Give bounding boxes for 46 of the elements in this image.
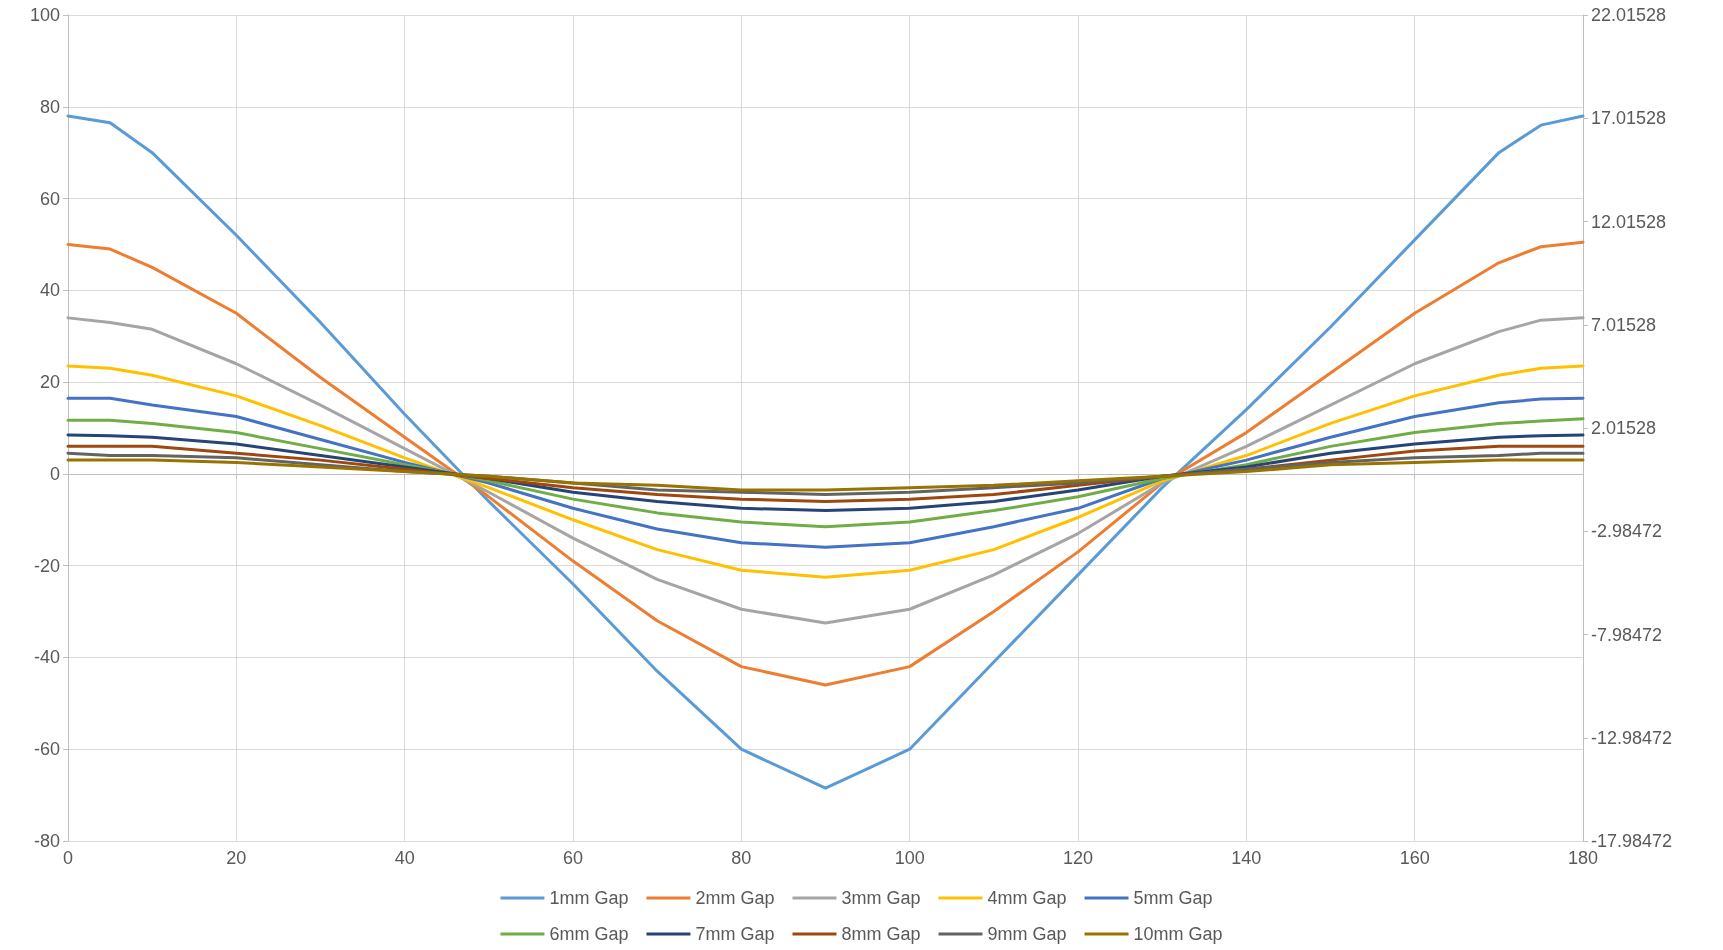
x-tick-label: 140	[1231, 848, 1262, 868]
legend-label: 8mm Gap	[841, 924, 921, 944]
y-tick-label: -20	[33, 555, 60, 576]
y2-tick-label: -7.98472	[1591, 624, 1663, 645]
y-tick-label: -80	[33, 831, 60, 851]
y-tick-label: 20	[39, 372, 60, 393]
line-series	[66, 316, 1585, 625]
legend-label: 7mm Gap	[695, 924, 775, 944]
y-tick-label: -40	[33, 647, 60, 668]
legend-label: 1mm Gap	[549, 888, 629, 908]
x-tick-label: 60	[562, 848, 584, 868]
y-tick-label: 60	[39, 188, 60, 209]
y2-tick-label: 12.01528	[1591, 211, 1667, 232]
x-tick-label: 120	[1062, 848, 1094, 868]
line-series	[66, 364, 1585, 579]
line-series	[66, 114, 1585, 790]
x-tick-label: 20	[226, 848, 247, 868]
legend-label: 2mm Gap	[695, 888, 775, 908]
y-tick-label: 40	[39, 280, 60, 301]
y2-tick-label: 2.01528	[1591, 418, 1657, 438]
legend-label: 5mm Gap	[1133, 888, 1213, 908]
legend-label: 3mm Gap	[841, 888, 921, 908]
legend-label: 10mm Gap	[1133, 924, 1223, 944]
x-tick-label: 0	[62, 848, 74, 868]
line-series	[66, 417, 1585, 529]
y-tick-label: 80	[39, 96, 60, 117]
x-tick-label: 160	[1399, 848, 1430, 868]
y2-tick-label: -17.98472	[1591, 831, 1673, 851]
legend-label: 4mm Gap	[987, 888, 1067, 908]
x-tick-label: 100	[894, 848, 925, 868]
line-series	[66, 240, 1585, 687]
legend-label: 6mm Gap	[549, 924, 629, 944]
legend-label: 9mm Gap	[987, 924, 1067, 944]
y-tick-label: -60	[33, 739, 60, 760]
y2-tick-label: 22.01528	[1591, 5, 1667, 25]
y2-tick-label: -2.98472	[1591, 521, 1663, 542]
y2-tick-label: 7.01528	[1591, 314, 1657, 335]
y-tick-label: 0	[49, 463, 60, 484]
line-series	[66, 396, 1585, 549]
y2-tick-label: 17.01528	[1591, 108, 1667, 129]
x-tick-label: 180	[1567, 848, 1599, 868]
x-tick-label: 40	[394, 848, 415, 868]
line-series	[66, 458, 1585, 492]
y-tick-label: 100	[29, 5, 60, 25]
x-tick-label: 80	[731, 848, 752, 868]
y2-tick-label: -12.98472	[1591, 727, 1673, 748]
